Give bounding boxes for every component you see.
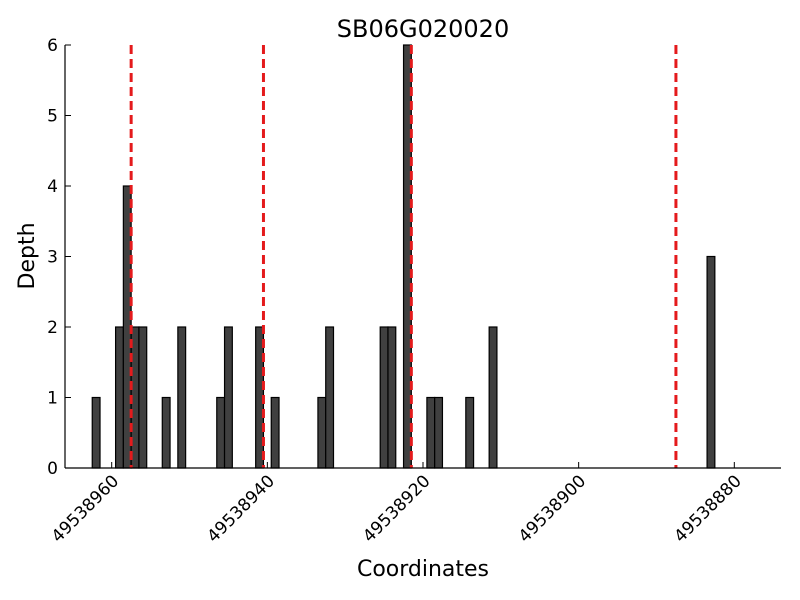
axes-group [64, 45, 781, 469]
y-tick-label: 5 [47, 107, 58, 127]
bar [177, 326, 187, 469]
y-tick-label: 3 [47, 248, 58, 268]
bar [216, 396, 226, 469]
bar [161, 396, 171, 469]
x-axis-label: Coordinates [357, 557, 489, 582]
y-tick-label: 2 [47, 318, 58, 338]
x-tick-label: 49538940 [204, 471, 279, 546]
y-tick-label: 4 [47, 177, 58, 197]
x-tick-label: 49538900 [515, 471, 590, 546]
bar [223, 326, 233, 469]
chart-title: SB06G020020 [337, 15, 509, 43]
x-ticks-group: 49538960 49538940 49538920 49538900 49538880 [48, 462, 746, 547]
bar [488, 326, 498, 469]
bar [379, 326, 389, 469]
x-tick-label: 49538960 [48, 471, 123, 546]
bars-group [91, 44, 716, 469]
y-tick-label: 0 [47, 459, 58, 479]
x-tick-label: 49538880 [671, 471, 746, 546]
y-ticks-group: 0 1 2 3 4 5 6 [47, 36, 71, 479]
bar [325, 326, 335, 469]
y-axis-label: Depth [15, 222, 40, 289]
bar [387, 326, 397, 469]
x-tick-label: 49538920 [359, 471, 434, 546]
bar [434, 396, 444, 469]
y-tick-label: 1 [47, 389, 58, 409]
bar [706, 255, 716, 469]
bar [270, 396, 280, 469]
bar [465, 396, 475, 469]
bar [317, 396, 327, 469]
markers-group [129, 45, 678, 468]
bar [91, 396, 101, 469]
bar [138, 326, 148, 469]
y-tick-label: 6 [47, 36, 58, 56]
bar [114, 326, 124, 469]
bar [426, 396, 436, 469]
